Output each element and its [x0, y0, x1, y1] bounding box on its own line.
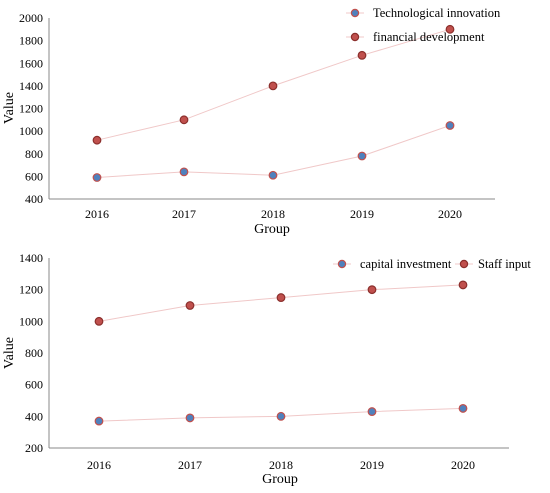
top-y-tick-label: 400	[25, 192, 43, 206]
top-legend-marker-1	[350, 8, 360, 18]
top-y-tick-label: 600	[25, 169, 43, 183]
bottom-x-tick-label: 2016	[87, 458, 111, 472]
bottom-legend: capital investment Staff input	[333, 257, 531, 271]
bottom-legend-marker-1	[337, 259, 347, 269]
bottom-y-tick-label: 1200	[19, 283, 43, 297]
bottom-legend-label-2: Staff input	[478, 257, 531, 271]
top-series-lines	[96, 28, 451, 179]
top-x-tick-label: 2017	[172, 207, 196, 221]
top-y-tick-label: 1600	[19, 56, 43, 70]
top-y-tick-labels: 400 600 800 1000 1200 1400 1600 1800 2000	[19, 11, 43, 206]
bottom-series-1-point	[458, 404, 468, 413]
bottom-x-tick-label: 2020	[451, 458, 475, 472]
top-y-tick-label: 1000	[19, 124, 43, 138]
bottom-series-2-point	[185, 301, 195, 310]
top-series-1-point	[179, 167, 189, 177]
top-y-axis-title: Value	[2, 92, 17, 124]
top-x-tick-label: 2018	[261, 207, 285, 221]
top-series-2-point	[92, 135, 102, 145]
top-y-tick-label: 800	[25, 147, 43, 161]
bottom-y-tick-label: 600	[25, 378, 43, 392]
top-x-tick-labels: 2016 2017 2018 2019 2020	[85, 207, 462, 221]
bottom-y-tick-label: 1400	[19, 251, 43, 265]
top-series-2-point	[268, 81, 278, 91]
top-y-tick-label: 1200	[19, 102, 43, 116]
bottom-legend-label-1: capital investment	[360, 257, 452, 271]
bottom-series-1-point	[276, 411, 286, 421]
top-x-tick-label: 2016	[85, 207, 109, 221]
top-series-1-point	[92, 173, 102, 182]
top-series-2-point	[357, 50, 367, 60]
top-legend-label-1: Technological innovation	[373, 6, 501, 20]
bottom-x-tick-label: 2018	[269, 458, 293, 472]
top-y-tick-label: 1800	[19, 34, 43, 48]
top-y-tick-label: 1400	[19, 79, 43, 93]
bottom-y-tick-label: 800	[25, 346, 43, 360]
bottom-series-1-point	[94, 416, 104, 426]
top-y-tick-label: 2000	[19, 11, 43, 25]
bottom-series-2-point	[94, 316, 104, 326]
bottom-series-1-point	[367, 407, 377, 416]
top-legend-marker-2	[350, 32, 360, 42]
bottom-x-axis-title: Group	[262, 472, 298, 487]
top-x-axis-title: Group	[254, 222, 290, 237]
top-series-1-point	[445, 121, 455, 130]
bottom-series-lines	[98, 284, 464, 422]
top-legend: Technological innovation financial devel…	[346, 6, 501, 44]
bottom-y-tick-label: 1000	[19, 314, 43, 328]
bottom-y-axis-title: Value	[2, 337, 17, 369]
bottom-y-tick-label: 200	[25, 441, 43, 455]
bottom-x-tick-label: 2017	[178, 458, 202, 472]
bottom-series-2-point	[367, 285, 377, 295]
top-x-tick-label: 2020	[438, 207, 462, 221]
bottom-series-1-point	[185, 413, 195, 423]
top-x-tick-label: 2019	[350, 207, 374, 221]
bottom-series-2-point	[276, 293, 286, 302]
top-series-points	[92, 24, 455, 182]
top-series-2-point	[179, 115, 189, 125]
bottom-series-points	[94, 280, 468, 426]
top-series-1-point	[268, 170, 278, 180]
top-series-1-point	[357, 151, 367, 161]
bottom-y-tick-labels: 200 400 600 800 1000 1200 1400	[19, 251, 43, 455]
top-series-1-line	[96, 124, 451, 179]
bottom-series-2-point	[458, 280, 468, 290]
bottom-x-tick-label: 2019	[360, 458, 384, 472]
bottom-x-tick-labels: 2016 2017 2018 2019 2020	[87, 458, 475, 472]
top-legend-label-2: financial development	[373, 30, 485, 44]
bottom-series-2-line	[98, 284, 464, 322]
top-series-2-point	[445, 24, 455, 34]
bottom-y-tick-label: 400	[25, 409, 43, 423]
bottom-legend-marker-2	[459, 259, 469, 269]
